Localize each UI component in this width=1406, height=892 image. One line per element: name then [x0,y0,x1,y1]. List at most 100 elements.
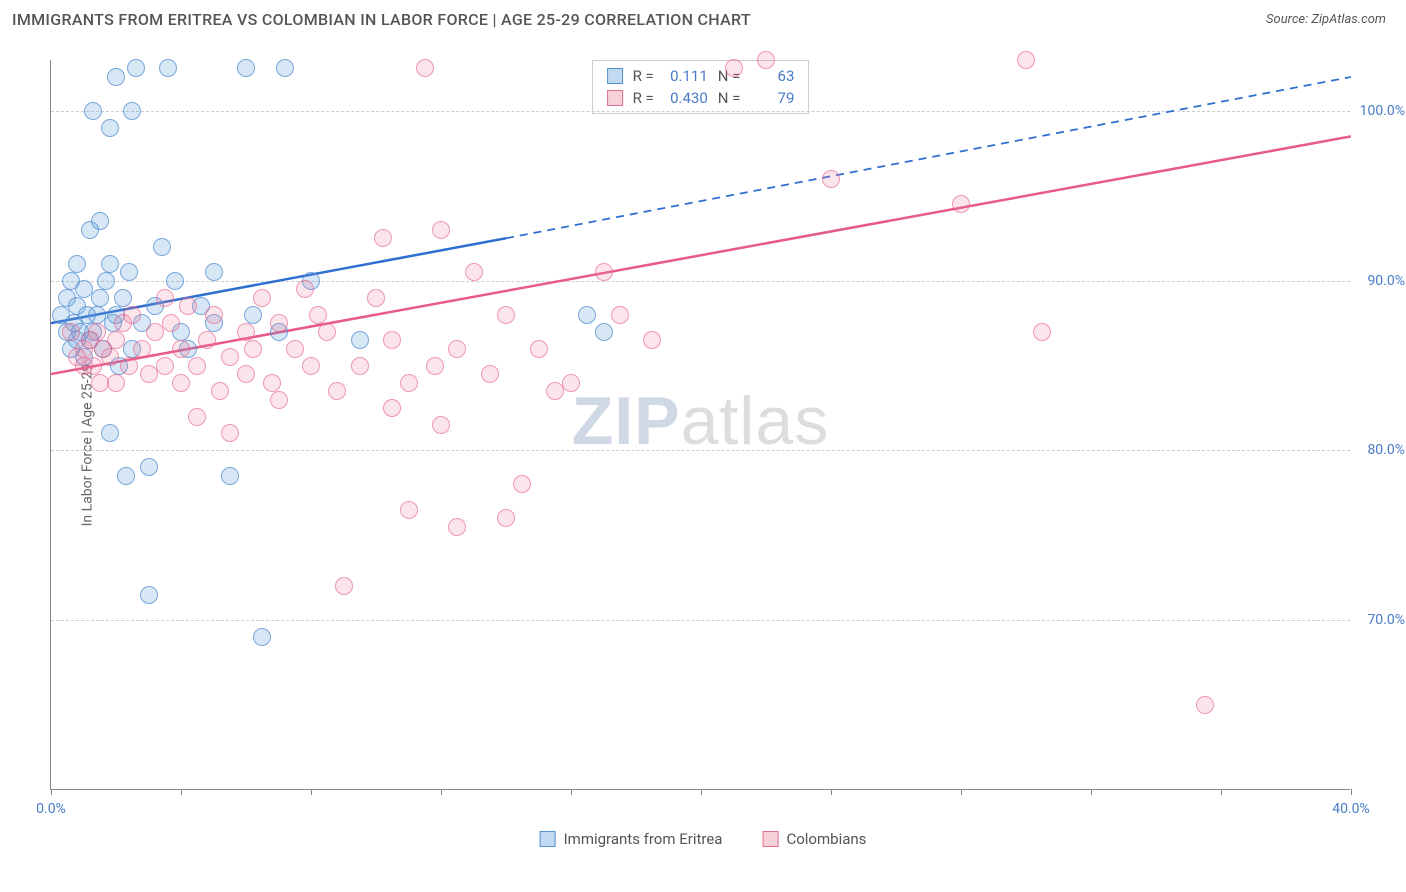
scatter-point [400,374,418,392]
scatter-point [497,509,515,527]
scatter-point [146,323,164,341]
scatter-point [166,272,184,290]
scatter-point [140,365,158,383]
scatter-point [84,357,102,375]
scatter-point [91,212,109,230]
scatter-point [276,59,294,77]
chart-title: IMMIGRANTS FROM ERITREA VS COLOMBIAN IN … [12,10,751,29]
scatter-point [530,340,548,358]
scatter-point [335,577,353,595]
gridline-h [51,620,1350,621]
xtick [961,789,962,795]
n-val-1: 79 [750,89,794,107]
r-label: R = [633,89,654,107]
xtick [1091,789,1092,795]
legend-swatch-pink [762,831,778,847]
xtick [1351,789,1352,795]
scatter-point [205,263,223,281]
scatter-point [416,59,434,77]
swatch-pink [607,90,623,106]
scatter-point [611,306,629,324]
scatter-point [481,365,499,383]
scatter-point [400,501,418,519]
scatter-point [367,289,385,307]
scatter-point [351,357,369,375]
legend-label-0: Immigrants from Eritrea [564,830,723,848]
scatter-point [123,306,141,324]
scatter-point [101,424,119,442]
xtick [441,789,442,795]
scatter-point [351,331,369,349]
xtick [831,789,832,795]
chart-source: Source: ZipAtlas.com [1266,12,1386,27]
r-label: R = [633,67,654,85]
scatter-point [120,263,138,281]
scatter-point [253,628,271,646]
scatter-point [546,382,564,400]
scatter-point [107,331,125,349]
scatter-point [101,119,119,137]
scatter-point [221,348,239,366]
scatter-point [465,263,483,281]
scatter-point [221,467,239,485]
xtick-label: 0.0% [36,801,66,817]
scatter-point [952,195,970,213]
scatter-point [237,365,255,383]
legend-label-1: Colombians [786,830,866,848]
chart-header: IMMIGRANTS FROM ERITREA VS COLOMBIAN IN … [0,0,1406,37]
scatter-point [270,391,288,409]
scatter-point [133,340,151,358]
scatter-point [114,289,132,307]
scatter-point [822,170,840,188]
scatter-point [237,59,255,77]
scatter-point [205,306,223,324]
legend-item-1: Colombians [762,830,866,848]
scatter-point [448,518,466,536]
scatter-point [253,289,271,307]
scatter-point [562,374,580,392]
scatter-point [140,586,158,604]
scatter-point [302,357,320,375]
scatter-point [91,289,109,307]
scatter-point [172,340,190,358]
scatter-point [244,306,262,324]
n-label: N = [718,89,741,107]
scatter-point [117,467,135,485]
scatter-point [107,68,125,86]
scatter-point [107,374,125,392]
xtick [571,789,572,795]
scatter-point [156,357,174,375]
gridline-h [51,450,1350,451]
scatter-point [198,331,216,349]
xtick [1221,789,1222,795]
scatter-point [1017,51,1035,69]
scatter-point [432,416,450,434]
scatter-point [140,458,158,476]
scatter-point [578,306,596,324]
scatter-point [513,475,531,493]
scatter-point [383,399,401,417]
scatter-point [88,306,106,324]
trend-svg [51,60,1351,790]
scatter-point [153,238,171,256]
scatter-point [84,102,102,120]
gridline-h [51,281,1350,282]
scatter-point [101,348,119,366]
scatter-point [725,59,743,77]
watermark-rest: atlas [681,383,830,459]
scatter-point [97,272,115,290]
scatter-point [179,297,197,315]
scatter-point [127,59,145,77]
scatter-point [318,323,336,341]
scatter-point [296,280,314,298]
scatter-point [62,323,80,341]
xtick [51,789,52,795]
scatter-point [270,314,288,332]
scatter-point [75,280,93,298]
scatter-point [595,323,613,341]
bottom-legend: Immigrants from Eritrea Colombians [540,830,867,848]
scatter-point [1033,323,1051,341]
xtick [311,789,312,795]
scatter-point [757,51,775,69]
ytick-label: 80.0% [1367,442,1405,458]
